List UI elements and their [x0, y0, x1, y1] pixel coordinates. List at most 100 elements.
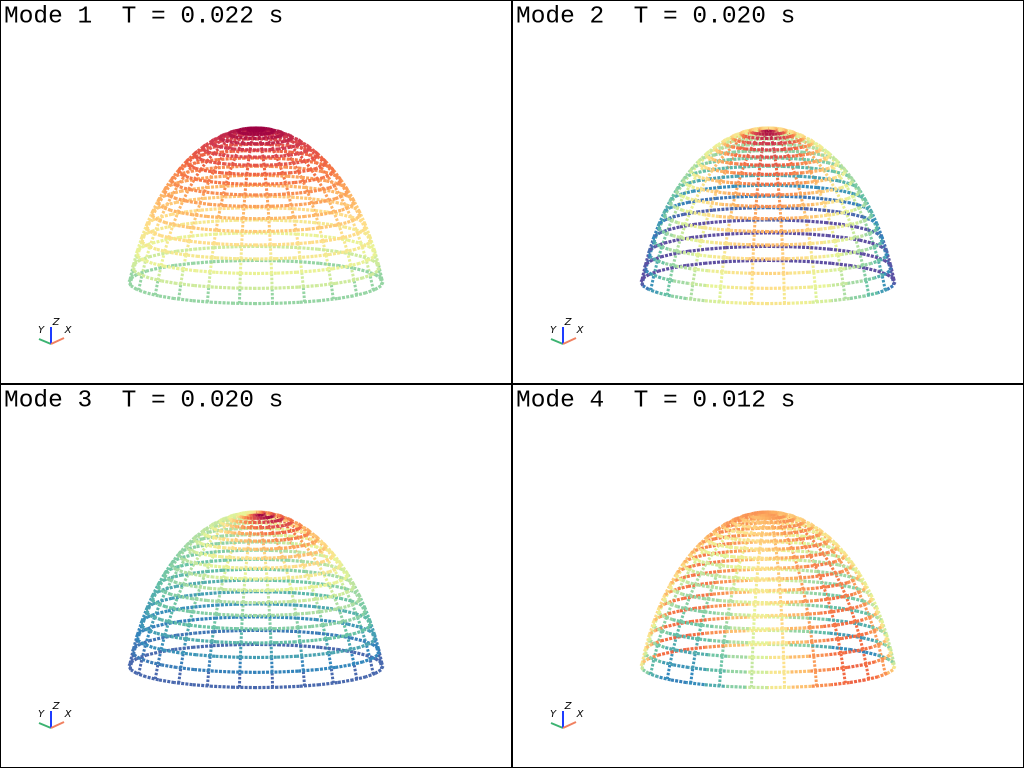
parallel	[683, 620, 698, 627]
parallel	[194, 630, 214, 635]
parallel	[213, 549, 228, 554]
parallel	[176, 247, 195, 253]
meridian	[137, 659, 144, 675]
parallel	[180, 211, 194, 217]
parallel	[209, 174, 225, 179]
meridian	[675, 237, 683, 252]
parallel	[673, 249, 689, 256]
parallel	[670, 203, 677, 210]
parallel	[726, 523, 734, 528]
parallel	[825, 604, 843, 611]
parallel	[213, 527, 218, 532]
parallel	[161, 249, 177, 256]
parallel	[727, 231, 748, 236]
meridian	[774, 549, 779, 559]
parallel	[817, 177, 828, 183]
parallel	[214, 152, 222, 157]
parallel	[315, 176, 324, 182]
meridian	[679, 608, 687, 623]
parallel	[372, 248, 377, 254]
parallel	[738, 548, 754, 553]
meridian	[227, 525, 236, 534]
parallel	[801, 598, 818, 604]
panel-title: Mode 1 T = 0.022 s	[4, 3, 283, 30]
parallel	[864, 675, 879, 682]
parallel	[704, 152, 709, 156]
parallel	[787, 626, 806, 631]
parallel	[363, 625, 371, 632]
parallel	[274, 228, 292, 233]
parallel	[645, 653, 653, 660]
meridian	[782, 657, 786, 673]
parallel	[688, 281, 707, 288]
parallel	[669, 218, 679, 225]
meridian	[780, 615, 784, 629]
meridian	[214, 217, 220, 231]
parallel	[137, 244, 145, 251]
meridian	[128, 269, 135, 286]
parallel	[736, 132, 741, 137]
parallel	[668, 582, 673, 587]
parallel	[714, 148, 719, 153]
parallel	[668, 609, 681, 616]
parallel	[201, 190, 214, 195]
parallel	[783, 587, 800, 592]
parallel	[355, 244, 365, 251]
parallel	[788, 270, 809, 275]
parallel	[229, 521, 238, 526]
parallel	[837, 197, 848, 203]
parallel	[817, 561, 828, 567]
meridian	[246, 540, 251, 550]
parallel	[162, 574, 168, 579]
parallel	[886, 284, 894, 291]
parallel	[137, 255, 145, 262]
parallel	[330, 170, 335, 175]
meridian	[294, 613, 300, 628]
parallel	[327, 556, 334, 561]
parallel	[791, 171, 804, 176]
parallel	[668, 225, 681, 232]
parallel	[202, 158, 210, 164]
meridian	[187, 562, 196, 575]
parallel	[846, 194, 855, 201]
parallel	[837, 179, 848, 185]
meridian	[812, 655, 817, 671]
parallel	[643, 646, 648, 653]
parallel	[196, 653, 216, 658]
parallel	[169, 179, 174, 184]
parallel	[688, 665, 707, 672]
parallel	[791, 533, 804, 538]
meridian	[205, 286, 211, 303]
parallel	[340, 192, 349, 198]
parallel	[297, 142, 302, 147]
parallel	[853, 568, 860, 574]
parallel	[729, 180, 742, 186]
parallel	[743, 518, 748, 523]
meridian	[268, 615, 272, 629]
parallel	[350, 660, 364, 667]
parallel	[715, 227, 733, 233]
parallel	[143, 642, 153, 649]
parallel	[221, 518, 228, 523]
parallel	[683, 565, 690, 571]
meridian	[153, 220, 161, 235]
parallel	[683, 174, 690, 180]
parallel	[874, 657, 885, 664]
parallel	[674, 571, 680, 576]
parallel	[221, 145, 228, 150]
parallel	[726, 139, 734, 144]
parallel	[338, 563, 343, 568]
parallel	[286, 516, 291, 521]
parallel	[156, 609, 169, 616]
parallel	[237, 512, 240, 516]
parallel	[184, 545, 189, 550]
parallel	[825, 220, 843, 227]
parallel	[213, 575, 228, 580]
parallel	[335, 663, 351, 670]
parallel	[810, 141, 815, 145]
triad-label: Y	[550, 709, 557, 720]
parallel	[813, 533, 819, 539]
parallel	[791, 517, 795, 522]
parallel	[722, 553, 734, 559]
meridian	[171, 211, 180, 226]
